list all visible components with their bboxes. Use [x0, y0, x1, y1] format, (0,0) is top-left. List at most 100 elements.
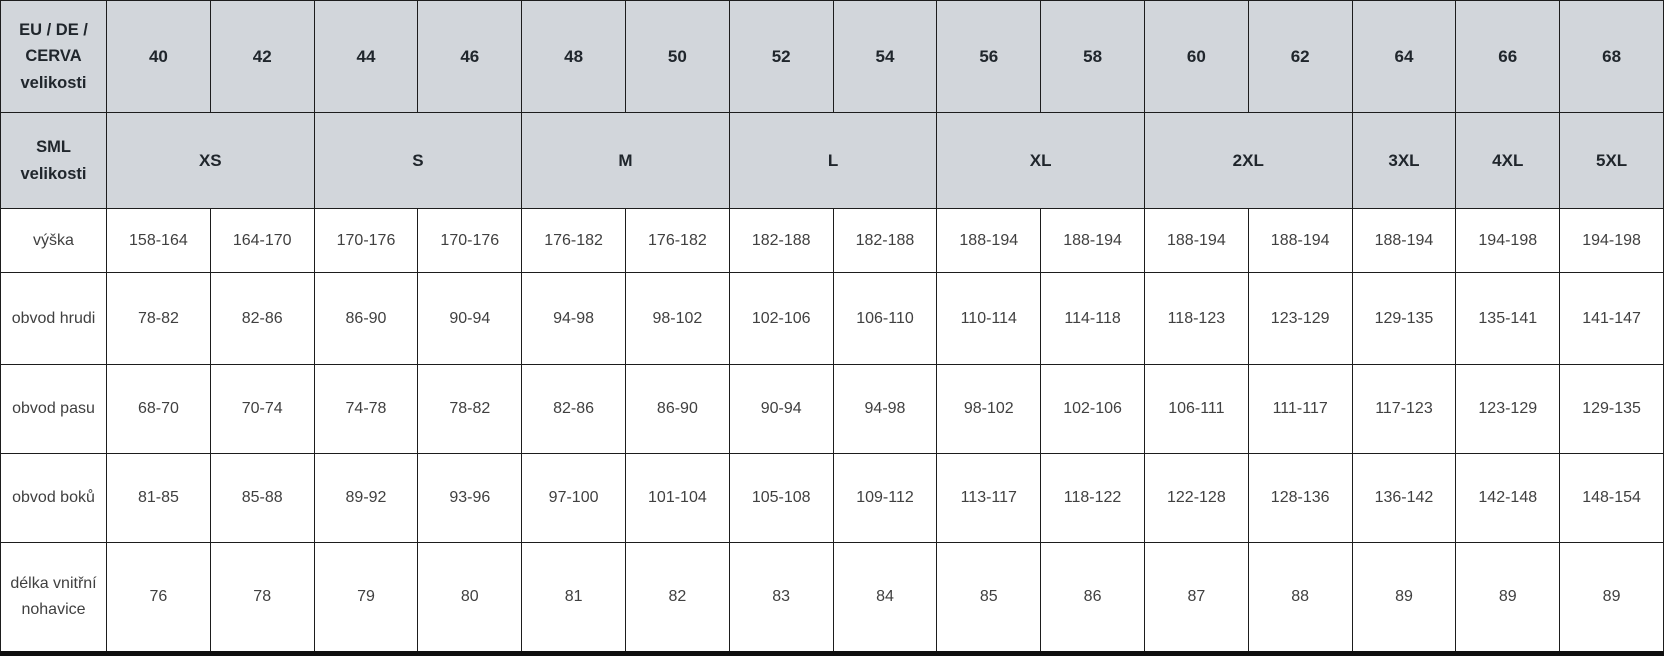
sml-size-cell: M: [521, 112, 730, 209]
measurement-value-cell: 105-108: [728, 453, 834, 543]
eu-size-cell: 48: [521, 0, 626, 113]
eu-size-cell: 62: [1247, 0, 1353, 113]
sml-size-cell: XL: [936, 112, 1145, 209]
chest-circumference-row-label: obvod hrudi: [0, 272, 107, 365]
measurement-value-cell: 78: [209, 542, 315, 654]
measurement-value-cell: 74-78: [313, 364, 419, 454]
measurement-value-cell: 81-85: [106, 453, 211, 543]
eu-size-cell: 60: [1143, 0, 1249, 113]
measurement-value-cell: 88: [1247, 542, 1353, 654]
measurement-value-cell: 90-94: [417, 272, 523, 365]
measurement-value-cell: 70-74: [209, 364, 315, 454]
sml-sizes-label: SML velikosti: [0, 112, 107, 209]
eu-size-cell: 68: [1559, 0, 1664, 113]
measurement-value-cell: 194-198: [1559, 208, 1664, 273]
sml-size-cell: XS: [106, 112, 315, 209]
measurement-value-cell: 188-194: [936, 208, 1042, 273]
measurement-value-cell: 123-129: [1455, 364, 1561, 454]
sml-size-cell: 2XL: [1143, 112, 1353, 209]
eu-size-cell: 64: [1351, 0, 1457, 113]
sml-size-cell: S: [313, 112, 523, 209]
measurement-value-cell: 129-135: [1559, 364, 1664, 454]
measurement-value-cell: 68-70: [106, 364, 211, 454]
measurement-value-cell: 135-141: [1455, 272, 1561, 365]
measurement-value-cell: 123-129: [1247, 272, 1353, 365]
measurement-value-cell: 170-176: [313, 208, 419, 273]
measurement-value-cell: 136-142: [1351, 453, 1457, 543]
measurement-value-cell: 106-110: [832, 272, 938, 365]
measurement-value-cell: 188-194: [1040, 208, 1145, 273]
measurement-value-cell: 76: [106, 542, 211, 654]
measurement-value-cell: 80: [417, 542, 523, 654]
measurement-value-cell: 142-148: [1455, 453, 1561, 543]
measurement-value-cell: 118-123: [1143, 272, 1249, 365]
eu-size-cell: 46: [417, 0, 523, 113]
measurement-value-cell: 106-111: [1143, 364, 1249, 454]
waist-circumference-row-label: obvod pasu: [0, 364, 107, 454]
measurement-value-cell: 94-98: [832, 364, 938, 454]
measurement-value-cell: 117-123: [1351, 364, 1457, 454]
hip-circumference-row: obvod boků 81-85 85-88 89-92 93-96 97-100 101…: [0, 453, 1664, 543]
eu-size-cell: 44: [313, 0, 419, 113]
measurement-value-cell: 148-154: [1559, 453, 1664, 543]
measurement-value-cell: 82-86: [521, 364, 626, 454]
measurement-value-cell: 86-90: [313, 272, 419, 365]
eu-size-cell: 54: [832, 0, 938, 113]
measurement-value-cell: 78-82: [106, 272, 211, 365]
measurement-value-cell: 110-114: [936, 272, 1042, 365]
sml-size-cell: 3XL: [1351, 112, 1457, 209]
measurement-value-cell: 158-164: [106, 208, 211, 273]
measurement-value-cell: 89: [1559, 542, 1664, 654]
measurement-value-cell: 182-188: [728, 208, 834, 273]
measurement-value-cell: 141-147: [1559, 272, 1664, 365]
measurement-value-cell: 170-176: [417, 208, 523, 273]
measurement-value-cell: 188-194: [1143, 208, 1249, 273]
sml-size-cell: 4XL: [1455, 112, 1561, 209]
measurement-value-cell: 85-88: [209, 453, 315, 543]
measurement-value-cell: 90-94: [728, 364, 834, 454]
sml-size-cell: 5XL: [1559, 112, 1664, 209]
measurement-value-cell: 85: [936, 542, 1042, 654]
measurement-value-cell: 83: [728, 542, 834, 654]
measurement-value-cell: 122-128: [1143, 453, 1249, 543]
measurement-value-cell: 89: [1455, 542, 1561, 654]
measurement-value-cell: 182-188: [832, 208, 938, 273]
measurement-value-cell: 78-82: [417, 364, 523, 454]
measurement-value-cell: 86: [1040, 542, 1145, 654]
measurement-value-cell: 129-135: [1351, 272, 1457, 365]
measurement-value-cell: 118-122: [1040, 453, 1145, 543]
measurement-value-cell: 176-182: [521, 208, 626, 273]
measurement-value-cell: 101-104: [624, 453, 730, 543]
measurement-value-cell: 93-96: [417, 453, 523, 543]
eu-size-cell: 66: [1455, 0, 1561, 113]
measurement-value-cell: 98-102: [624, 272, 730, 365]
measurement-value-cell: 128-136: [1247, 453, 1353, 543]
eu-size-cell: 40: [106, 0, 211, 113]
measurement-value-cell: 102-106: [728, 272, 834, 365]
measurement-value-cell: 98-102: [936, 364, 1042, 454]
measurement-value-cell: 97-100: [521, 453, 626, 543]
measurement-value-cell: 94-98: [521, 272, 626, 365]
measurement-value-cell: 102-106: [1040, 364, 1145, 454]
measurement-value-cell: 164-170: [209, 208, 315, 273]
size-chart-table: EU / DE / CERVA velikosti 40 42 44 46 48 50 52…: [0, 0, 1664, 656]
size-chart-body: EU / DE / CERVA velikosti 40 42 44 46 48 50 52…: [0, 0, 1664, 654]
height-row: výška 158-164 164-170 170-176 170-176 176-18…: [0, 208, 1664, 273]
sml-size-cell: L: [728, 112, 938, 209]
waist-circumference-row: obvod pasu 68-70 70-74 74-78 78-82 82-86 86-9…: [0, 364, 1664, 454]
eu-size-cell: 52: [728, 0, 834, 113]
eu-size-cell: 42: [209, 0, 315, 113]
measurement-value-cell: 89: [1351, 542, 1457, 654]
height-row-label: výška: [0, 208, 107, 273]
inner-leg-length-row: délka vnitřní nohavice 76 78 79 80 81 82 83 84 8…: [0, 542, 1664, 654]
measurement-value-cell: 114-118: [1040, 272, 1145, 365]
measurement-value-cell: 188-194: [1247, 208, 1353, 273]
measurement-value-cell: 84: [832, 542, 938, 654]
measurement-value-cell: 86-90: [624, 364, 730, 454]
eu-size-cell: 58: [1040, 0, 1145, 113]
eu-de-cerva-sizes-label: EU / DE / CERVA velikosti: [0, 0, 107, 113]
eu-de-cerva-sizes-row: EU / DE / CERVA velikosti 40 42 44 46 48 50 52…: [0, 0, 1664, 113]
measurement-value-cell: 176-182: [624, 208, 730, 273]
measurement-value-cell: 194-198: [1455, 208, 1561, 273]
measurement-value-cell: 188-194: [1351, 208, 1457, 273]
